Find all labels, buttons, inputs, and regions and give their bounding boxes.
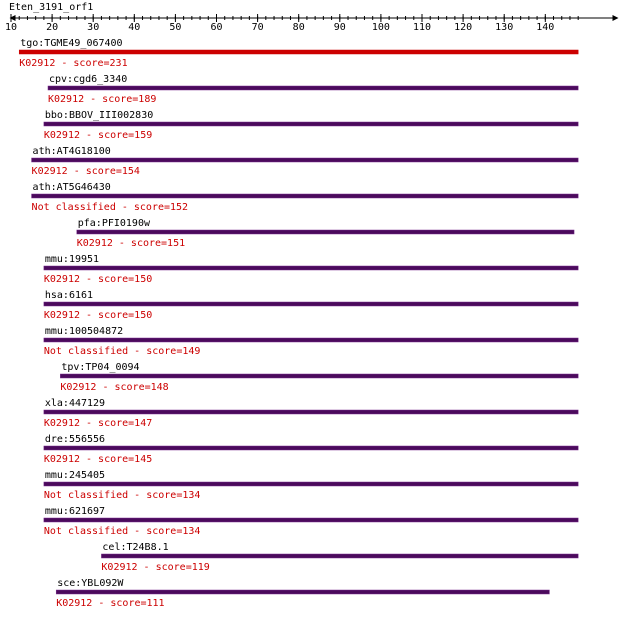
hit-alignment-bar [43,301,579,307]
hit-score-label: Not classified - score=152 [32,202,189,213]
hit-gene-label: bbo:BBOV_III002830 [45,110,153,121]
ruler-tick-label: 20 [46,22,58,33]
hit-alignment-bar [55,589,550,595]
hit-gene-label: mmu:245405 [45,470,105,481]
hit-gene-label: mmu:100504872 [45,326,123,337]
hit-row: bbo:BBOV_III002830 K02912 - score=159 [43,110,579,141]
hit-row: xla:447129 K02912 - score=147 [43,398,579,429]
hit-score-label: K02912 - score=189 [48,94,156,105]
position-ruler: 10 20 30 40 50 60 70 80 90 100 110 120 130 140 [5,14,619,33]
hit-gene-label: hsa:6161 [45,290,93,301]
hit-row: mmu:100504872 Not classified - score=149 [43,326,579,357]
ruler-tick-label: 120 [454,22,472,33]
ruler-tick-label: 80 [293,22,305,33]
hit-score-label: K02912 - score=231 [19,58,127,69]
hit-score-label: K02912 - score=147 [44,418,152,429]
hit-score-label: K02912 - score=148 [60,382,168,393]
hit-list: tgo:TGME49_067400 K02912 - score=231 cpv:c… [18,38,579,609]
hit-alignment-bar [43,445,579,451]
ruler-tick-label: 100 [372,22,390,33]
hit-gene-label: cpv:cgd6_3340 [49,74,127,85]
hit-row: pfa:PFI0190w K02912 - score=151 [76,218,575,249]
hit-alignment-bar [47,85,579,91]
ruler-tick-label: 10 [5,22,17,33]
hit-score-label: K02912 - score=150 [44,274,152,285]
ruler-tick-label: 30 [87,22,99,33]
ruler-left-arrow [9,15,16,21]
hit-alignment-bar [31,193,579,199]
hit-gene-label: sce:YBL092W [57,578,124,589]
hit-row: sce:YBL092W K02912 - score=111 [55,578,550,609]
ruler-tick-label: 90 [334,22,346,33]
hit-row: mmu:245405 Not classified - score=134 [43,470,579,501]
hit-alignment-bar [101,553,579,559]
hit-score-label: K02912 - score=119 [101,562,209,573]
hit-gene-label: tgo:TGME49_067400 [20,38,122,49]
hit-score-label: K02912 - score=159 [44,130,152,141]
ruler-tick-label: 50 [169,22,181,33]
hit-score-label: Not classified - score=134 [44,490,201,501]
hit-alignment-bar [43,265,579,271]
hit-alignment-bar [60,373,579,379]
hit-row: tgo:TGME49_067400 K02912 - score=231 [18,38,579,69]
hit-alignment-bar [43,337,579,343]
hit-row: ath:AT5G46430 Not classified - score=152 [31,182,579,213]
hit-alignment-bar [18,49,579,55]
hit-alignment-bar [31,157,579,163]
hit-gene-label: dre:556556 [45,434,105,445]
ruler-tick-label: 130 [495,22,513,33]
hit-score-label: K02912 - score=145 [44,454,152,465]
ruler-tick-label: 140 [536,22,554,33]
hit-row: hsa:6161 K02912 - score=150 [43,290,579,321]
hit-row: tpv:TP04_0094 K02912 - score=148 [60,362,579,393]
hit-score-label: K02912 - score=154 [32,166,140,177]
query-title: Eten_3191_orf1 [9,2,93,13]
hit-gene-label: mmu:621697 [45,506,105,517]
hit-score-label: Not classified - score=149 [44,346,201,357]
ruler-tick-label: 70 [252,22,264,33]
hit-alignment-bar [76,229,575,235]
hit-gene-label: ath:AT4G18100 [33,146,111,157]
hit-row: cel:T24B8.1 K02912 - score=119 [101,542,579,573]
hit-gene-label: cel:T24B8.1 [102,542,168,553]
hit-row: mmu:621697 Not classified - score=134 [43,506,579,537]
hit-row: ath:AT4G18100 K02912 - score=154 [31,146,579,177]
ruler-tick-label: 110 [413,22,431,33]
hit-score-label: K02912 - score=150 [44,310,152,321]
hit-gene-label: xla:447129 [45,398,105,409]
hit-row: mmu:19951 K02912 - score=150 [43,254,579,285]
hit-alignment-bar [43,121,579,127]
hit-alignment-bar [43,409,579,415]
hit-score-label: Not classified - score=134 [44,526,201,537]
hit-gene-label: tpv:TP04_0094 [61,362,139,373]
hit-score-label: K02912 - score=151 [77,238,185,249]
hit-row: dre:556556 K02912 - score=145 [43,434,579,465]
ruler-tick-label: 60 [210,22,222,33]
hit-gene-label: mmu:19951 [45,254,99,265]
hit-gene-label: pfa:PFI0190w [78,218,151,229]
hit-score-label: K02912 - score=111 [56,598,164,609]
hit-gene-label: ath:AT5G46430 [33,182,111,193]
ruler-tick-label: 40 [128,22,140,33]
hit-alignment-bar [43,481,579,487]
hit-alignment-bar [43,517,579,523]
ruler-right-arrow [612,15,619,21]
hit-row: cpv:cgd6_3340 K02912 - score=189 [47,74,579,105]
